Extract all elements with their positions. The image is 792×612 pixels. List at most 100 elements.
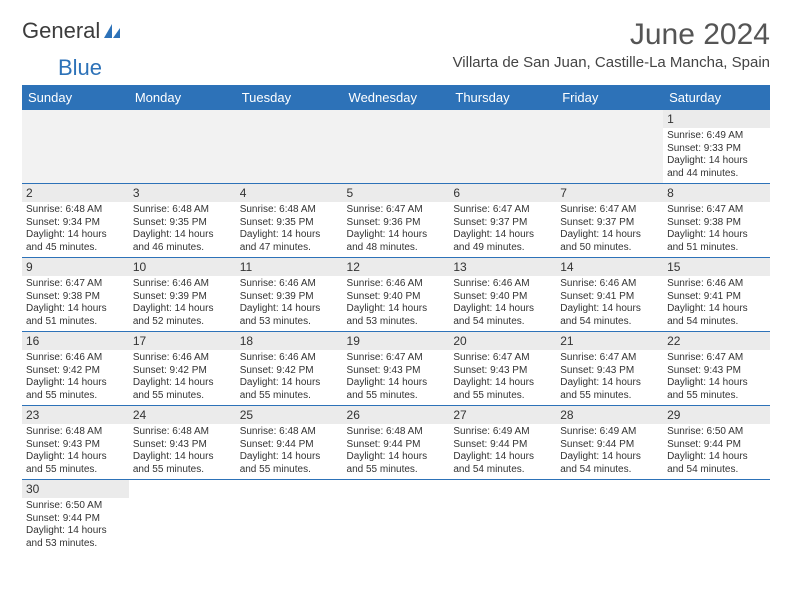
day-number: 18 — [236, 332, 343, 350]
day-number: 22 — [663, 332, 770, 350]
day-details: Sunrise: 6:46 AMSunset: 9:42 PMDaylight:… — [240, 352, 339, 402]
calendar-cell: 27 Sunrise: 6:49 AMSunset: 9:44 PMDayligh… — [449, 406, 556, 480]
day-details: Sunrise: 6:47 AMSunset: 9:38 PMDaylight:… — [667, 204, 766, 254]
day-number: 9 — [22, 258, 129, 276]
day-details: Sunrise: 6:46 AMSunset: 9:41 PMDaylight:… — [667, 278, 766, 328]
day-details: Sunrise: 6:46 AMSunset: 9:40 PMDaylight:… — [347, 278, 446, 328]
calendar-cell — [556, 110, 663, 184]
calendar-cell: 16 Sunrise: 6:46 AMSunset: 9:42 PMDayligh… — [22, 332, 129, 406]
weekday-header: Saturday — [663, 85, 770, 110]
calendar-cell — [663, 480, 770, 554]
calendar-cell: 7 Sunrise: 6:47 AMSunset: 9:37 PMDaylight… — [556, 184, 663, 258]
day-number: 20 — [449, 332, 556, 350]
day-details: Sunrise: 6:47 AMSunset: 9:43 PMDaylight:… — [560, 352, 659, 402]
day-number: 14 — [556, 258, 663, 276]
day-details: Sunrise: 6:48 AMSunset: 9:43 PMDaylight:… — [133, 426, 232, 476]
calendar-cell: 13 Sunrise: 6:46 AMSunset: 9:40 PMDayligh… — [449, 258, 556, 332]
calendar-body: 1 Sunrise: 6:49 AMSunset: 9:33 PMDaylight… — [22, 110, 770, 554]
calendar-cell: 20Sunrise: 6:47 AMSunset: 9:43 PMDayligh… — [449, 332, 556, 406]
day-number: 19 — [343, 332, 450, 350]
logo-text-1: General — [22, 18, 100, 44]
day-details: Sunrise: 6:50 AMSunset: 9:44 PMDaylight:… — [667, 426, 766, 476]
day-number: 7 — [556, 184, 663, 202]
day-number: 1 — [663, 110, 770, 128]
day-number: 17 — [129, 332, 236, 350]
day-number: 21 — [556, 332, 663, 350]
calendar-row: 2Sunrise: 6:48 AMSunset: 9:34 PMDaylight… — [22, 184, 770, 258]
calendar-cell — [129, 110, 236, 184]
day-details: Sunrise: 6:47 AMSunset: 9:38 PMDaylight:… — [26, 278, 125, 328]
day-details: Sunrise: 6:48 AMSunset: 9:43 PMDaylight:… — [26, 426, 125, 476]
calendar-cell: 1 Sunrise: 6:49 AMSunset: 9:33 PMDaylight… — [663, 110, 770, 184]
calendar-cell: 29 Sunrise: 6:50 AMSunset: 9:44 PMDayligh… — [663, 406, 770, 480]
logo-text-2: Blue — [58, 55, 102, 80]
day-details: Sunrise: 6:47 AMSunset: 9:37 PMDaylight:… — [453, 204, 552, 254]
calendar-cell: 25 Sunrise: 6:48 AMSunset: 9:44 PMDayligh… — [236, 406, 343, 480]
calendar-cell: 8 Sunrise: 6:47 AMSunset: 9:38 PMDaylight… — [663, 184, 770, 258]
calendar-cell: 23 Sunrise: 6:48 AMSunset: 9:43 PMDayligh… — [22, 406, 129, 480]
calendar-cell: 6 Sunrise: 6:47 AMSunset: 9:37 PMDaylight… — [449, 184, 556, 258]
day-details: Sunrise: 6:47 AMSunset: 9:43 PMDaylight:… — [667, 352, 766, 402]
calendar-cell: 22 Sunrise: 6:47 AMSunset: 9:43 PMDayligh… — [663, 332, 770, 406]
calendar-cell — [343, 110, 450, 184]
day-number: 16 — [22, 332, 129, 350]
logo-sail-icon — [102, 22, 122, 40]
day-number: 2 — [22, 184, 129, 202]
calendar-cell: 14 Sunrise: 6:46 AMSunset: 9:41 PMDayligh… — [556, 258, 663, 332]
day-number: 3 — [129, 184, 236, 202]
day-details: Sunrise: 6:49 AMSunset: 9:44 PMDaylight:… — [453, 426, 552, 476]
weekday-header: Friday — [556, 85, 663, 110]
weekday-header: Sunday — [22, 85, 129, 110]
day-number: 23 — [22, 406, 129, 424]
calendar-row: 16 Sunrise: 6:46 AMSunset: 9:42 PMDayligh… — [22, 332, 770, 406]
day-details: Sunrise: 6:48 AMSunset: 9:44 PMDaylight:… — [240, 426, 339, 476]
day-number: 6 — [449, 184, 556, 202]
day-details: Sunrise: 6:46 AMSunset: 9:39 PMDaylight:… — [240, 278, 339, 328]
day-number: 8 — [663, 184, 770, 202]
weekday-header: Wednesday — [343, 85, 450, 110]
day-number: 24 — [129, 406, 236, 424]
calendar-row: 30 Sunrise: 6:50 AMSunset: 9:44 PMDayligh… — [22, 480, 770, 554]
day-number: 4 — [236, 184, 343, 202]
calendar-cell: 2Sunrise: 6:48 AMSunset: 9:34 PMDaylight… — [22, 184, 129, 258]
calendar-cell — [236, 480, 343, 554]
calendar-row: 1 Sunrise: 6:49 AMSunset: 9:33 PMDaylight… — [22, 110, 770, 184]
day-details: Sunrise: 6:48 AMSunset: 9:35 PMDaylight:… — [240, 204, 339, 254]
day-details: Sunrise: 6:46 AMSunset: 9:41 PMDaylight:… — [560, 278, 659, 328]
calendar-cell: 15Sunrise: 6:46 AMSunset: 9:41 PMDayligh… — [663, 258, 770, 332]
day-details: Sunrise: 6:46 AMSunset: 9:39 PMDaylight:… — [133, 278, 232, 328]
calendar-cell: 4 Sunrise: 6:48 AMSunset: 9:35 PMDaylight… — [236, 184, 343, 258]
day-details: Sunrise: 6:48 AMSunset: 9:35 PMDaylight:… — [133, 204, 232, 254]
calendar-row: 9 Sunrise: 6:47 AMSunset: 9:38 PMDaylight… — [22, 258, 770, 332]
day-details: Sunrise: 6:46 AMSunset: 9:42 PMDaylight:… — [26, 352, 125, 402]
day-details: Sunrise: 6:48 AMSunset: 9:44 PMDaylight:… — [347, 426, 446, 476]
day-number: 27 — [449, 406, 556, 424]
day-number: 30 — [22, 480, 129, 498]
day-details: Sunrise: 6:47 AMSunset: 9:36 PMDaylight:… — [347, 204, 446, 254]
day-details: Sunrise: 6:46 AMSunset: 9:40 PMDaylight:… — [453, 278, 552, 328]
calendar-cell: 28Sunrise: 6:49 AMSunset: 9:44 PMDayligh… — [556, 406, 663, 480]
calendar-cell: 17Sunrise: 6:46 AMSunset: 9:42 PMDayligh… — [129, 332, 236, 406]
day-number: 25 — [236, 406, 343, 424]
calendar-cell — [236, 110, 343, 184]
calendar-cell: 21 Sunrise: 6:47 AMSunset: 9:43 PMDayligh… — [556, 332, 663, 406]
day-details: Sunrise: 6:49 AMSunset: 9:33 PMDaylight:… — [667, 130, 766, 180]
day-number: 26 — [343, 406, 450, 424]
logo: General — [22, 18, 122, 44]
calendar-cell: 11 Sunrise: 6:46 AMSunset: 9:39 PMDayligh… — [236, 258, 343, 332]
day-number: 29 — [663, 406, 770, 424]
day-number: 13 — [449, 258, 556, 276]
day-details: Sunrise: 6:47 AMSunset: 9:43 PMDaylight:… — [347, 352, 446, 402]
calendar-cell — [449, 480, 556, 554]
day-number: 12 — [343, 258, 450, 276]
calendar-cell — [449, 110, 556, 184]
weekday-header-row: Sunday Monday Tuesday Wednesday Thursday… — [22, 85, 770, 110]
day-details: Sunrise: 6:47 AMSunset: 9:37 PMDaylight:… — [560, 204, 659, 254]
calendar-cell: 9 Sunrise: 6:47 AMSunset: 9:38 PMDaylight… — [22, 258, 129, 332]
day-details: Sunrise: 6:49 AMSunset: 9:44 PMDaylight:… — [560, 426, 659, 476]
calendar-table: Sunday Monday Tuesday Wednesday Thursday… — [22, 85, 770, 554]
day-number: 11 — [236, 258, 343, 276]
day-number: 10 — [129, 258, 236, 276]
day-details: Sunrise: 6:50 AMSunset: 9:44 PMDaylight:… — [26, 500, 125, 550]
day-number: 5 — [343, 184, 450, 202]
